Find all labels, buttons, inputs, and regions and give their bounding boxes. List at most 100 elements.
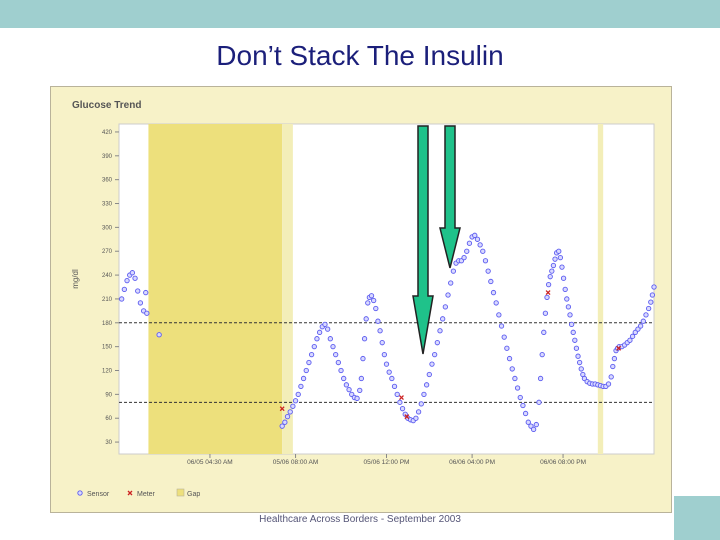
arrow-down-icon bbox=[412, 125, 434, 355]
sensor-reading-point bbox=[496, 312, 502, 318]
sensor-reading-point bbox=[637, 323, 644, 329]
sensor-reading-point bbox=[437, 328, 443, 334]
sensor-reading-point bbox=[649, 292, 656, 298]
sensor-reading-point bbox=[490, 289, 497, 296]
legend-label: Meter bbox=[137, 491, 156, 498]
sensor-reading-point bbox=[488, 278, 494, 285]
sensor-reading-point bbox=[333, 351, 339, 358]
sensor-reading-point bbox=[643, 312, 649, 318]
sensor-reading-point bbox=[556, 248, 562, 254]
sensor-reading-point bbox=[429, 361, 435, 367]
sensor-reading-point bbox=[640, 318, 646, 324]
sensor-reading-point bbox=[287, 409, 293, 415]
meter-reading-mark bbox=[545, 290, 551, 296]
sensor-reading-point bbox=[533, 421, 539, 428]
sensor-reading-point bbox=[550, 262, 557, 269]
sensor-reading-point bbox=[525, 419, 531, 425]
sensor-reading-point bbox=[413, 415, 419, 421]
sensor-reading-point bbox=[537, 375, 544, 382]
sensor-reading-point bbox=[545, 281, 552, 288]
sensor-reading-point bbox=[421, 391, 427, 398]
sensor-reading-point bbox=[461, 254, 467, 261]
sensor-reading-point bbox=[564, 296, 570, 302]
sensor-reading-point bbox=[477, 242, 483, 248]
sensor-reading-point bbox=[445, 292, 451, 298]
y-tick-label: 150 bbox=[102, 345, 113, 351]
sensor-reading-point bbox=[368, 293, 375, 299]
sensor-reading-point bbox=[383, 361, 390, 367]
arrow-down-icon bbox=[439, 125, 461, 269]
sensor-reading-point bbox=[530, 426, 537, 432]
sensor-reading-point bbox=[361, 336, 368, 342]
sensor-reading-point bbox=[303, 367, 309, 374]
sensor-reading-point bbox=[324, 326, 331, 332]
sensor-reading-point bbox=[560, 275, 567, 281]
sensor-reading-point bbox=[132, 275, 138, 281]
x-tick-label: 05/06 08:00 AM bbox=[273, 459, 319, 466]
sensor-reading-point bbox=[520, 402, 526, 409]
sensor-reading-point bbox=[298, 383, 304, 390]
sensor-reading-point bbox=[544, 294, 550, 300]
y-tick-label: 270 bbox=[102, 249, 113, 255]
sensor-reading-point bbox=[379, 340, 385, 346]
y-tick-label: 360 bbox=[102, 178, 113, 184]
sensor-reading-point bbox=[605, 381, 612, 387]
sensor-reading-point bbox=[124, 278, 130, 284]
sensor-reading-point bbox=[397, 399, 403, 405]
sensor-reading-point bbox=[536, 399, 542, 405]
sensor-reading-point bbox=[363, 316, 369, 322]
gap-region bbox=[148, 124, 283, 454]
y-tick-label: 90 bbox=[105, 392, 112, 398]
sensor-reading-point bbox=[399, 406, 406, 412]
sensor-reading-point bbox=[627, 337, 633, 343]
meter-reading-mark bbox=[399, 395, 404, 401]
sensor-reading-point bbox=[373, 305, 379, 312]
sensor-reading-point bbox=[389, 375, 395, 382]
sensor-reading-point bbox=[381, 351, 388, 358]
sensor-reading-point bbox=[346, 386, 352, 393]
legend-gap-swatch bbox=[176, 488, 185, 497]
sensor-reading-point bbox=[394, 391, 400, 398]
sensor-reading-point bbox=[418, 401, 424, 407]
corner-white-strip bbox=[0, 500, 38, 540]
sensor-reading-point bbox=[431, 351, 438, 358]
y-tick-label: 330 bbox=[102, 202, 113, 208]
y-tick-label: 180 bbox=[102, 321, 113, 327]
sensor-reading-point bbox=[562, 286, 568, 293]
gap-region bbox=[282, 124, 293, 454]
sensor-reading-point bbox=[557, 254, 564, 261]
sensor-reading-point bbox=[474, 236, 481, 242]
meter-reading-mark bbox=[616, 345, 622, 351]
y-tick-label: 60 bbox=[105, 416, 112, 422]
sensor-reading-point bbox=[330, 344, 336, 350]
sensor-reading-point bbox=[290, 403, 296, 409]
meter-reading-mark bbox=[279, 406, 285, 412]
x-tick-label: 06/06 04:00 PM bbox=[449, 459, 495, 466]
sensor-reading-point bbox=[308, 351, 315, 358]
sensor-reading-point bbox=[514, 385, 521, 391]
sensor-reading-point bbox=[573, 345, 580, 351]
sensor-reading-point bbox=[646, 305, 652, 312]
sensor-reading-point bbox=[284, 413, 291, 420]
sensor-reading-point bbox=[415, 409, 422, 415]
sensor-reading-point bbox=[295, 391, 301, 398]
sensor-reading-point bbox=[629, 333, 636, 339]
legend-label: Gap bbox=[187, 491, 200, 498]
sensor-reading-point bbox=[539, 351, 545, 358]
sensor-reading-point bbox=[306, 359, 312, 366]
sensor-reading-point bbox=[375, 318, 381, 324]
sensor-reading-point bbox=[316, 329, 323, 335]
sensor-reading-point bbox=[338, 367, 344, 374]
sensor-reading-point bbox=[567, 312, 573, 318]
sensor-reading-point bbox=[648, 299, 654, 305]
top-decorative-band bbox=[0, 0, 720, 28]
y-tick-label: 210 bbox=[102, 297, 113, 303]
sensor-reading-point bbox=[440, 316, 446, 322]
legend-meter-swatch bbox=[127, 490, 133, 496]
x-tick-label: 06/06 08:00 PM bbox=[540, 459, 586, 466]
sensor-reading-point bbox=[485, 268, 491, 274]
meter-reading-mark bbox=[404, 414, 410, 420]
sensor-reading-point bbox=[335, 359, 341, 366]
sensor-reading-point bbox=[423, 382, 430, 388]
sensor-reading-point bbox=[121, 286, 128, 293]
